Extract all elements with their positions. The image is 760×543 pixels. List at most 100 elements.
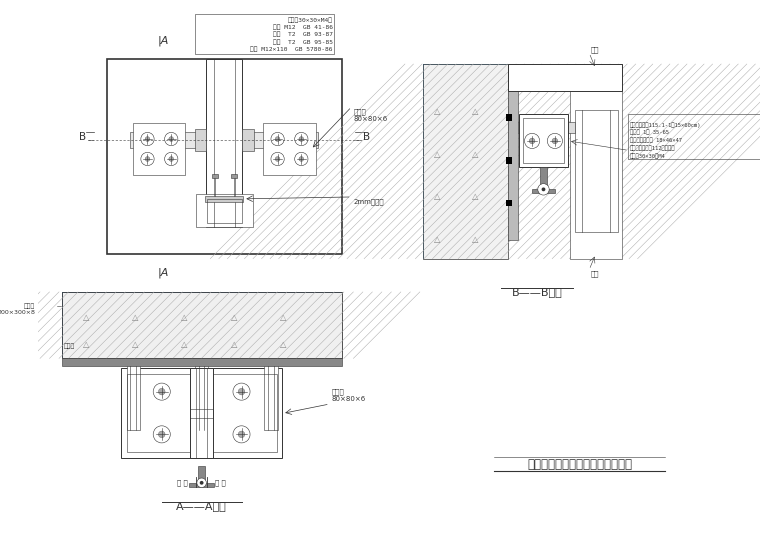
Bar	[195, 129, 207, 151]
Bar	[423, 64, 508, 258]
Text: △: △	[472, 150, 478, 159]
Text: △: △	[83, 339, 89, 349]
Circle shape	[271, 153, 284, 166]
Bar	[127, 366, 140, 430]
Text: △: △	[182, 339, 188, 349]
Text: 连接板
80×80×6: 连接板 80×80×6	[353, 109, 388, 122]
Bar	[264, 123, 315, 175]
Bar	[505, 157, 512, 164]
Bar	[231, 174, 237, 178]
Bar	[196, 194, 253, 228]
Circle shape	[154, 426, 170, 443]
Text: △: △	[230, 339, 237, 349]
Bar	[207, 199, 242, 223]
Text: △: △	[280, 339, 287, 349]
Text: △: △	[434, 192, 440, 201]
Circle shape	[154, 383, 170, 400]
Text: △: △	[472, 235, 478, 244]
Circle shape	[233, 383, 250, 400]
Circle shape	[158, 431, 165, 438]
Text: △: △	[472, 192, 478, 201]
Circle shape	[529, 138, 535, 144]
Text: △: △	[132, 313, 138, 322]
Circle shape	[165, 153, 178, 166]
Bar	[264, 366, 277, 430]
Text: B: B	[363, 132, 370, 142]
Text: 连接板
80×80×6: 连接板 80×80×6	[331, 388, 366, 402]
Circle shape	[141, 132, 154, 146]
Text: △: △	[434, 150, 440, 159]
Text: 东 北: 东 北	[177, 479, 188, 487]
Circle shape	[165, 132, 178, 146]
Circle shape	[197, 478, 207, 488]
Circle shape	[233, 426, 250, 443]
Bar	[195, 14, 334, 54]
Text: △: △	[132, 339, 138, 349]
Text: 玻璃板
200×300×8: 玻璃板 200×300×8	[0, 303, 36, 315]
Circle shape	[542, 187, 546, 191]
Bar	[505, 115, 512, 121]
Circle shape	[524, 134, 540, 149]
Circle shape	[295, 132, 308, 146]
Bar	[62, 358, 342, 366]
Bar	[518, 122, 575, 134]
Text: |A: |A	[158, 267, 169, 277]
Text: 2mm厚垫板: 2mm厚垫板	[353, 199, 385, 205]
Text: 螺栓 M12  GB 41-86: 螺栓 M12 GB 41-86	[273, 24, 333, 30]
Circle shape	[299, 137, 304, 141]
Text: B——B剑面: B——B剑面	[511, 287, 562, 297]
Bar	[131, 132, 207, 148]
Bar	[106, 59, 342, 254]
Bar	[532, 190, 555, 193]
Bar	[508, 64, 518, 239]
Text: 玻璃板: 玻璃板	[64, 343, 75, 349]
Text: △: △	[230, 313, 237, 322]
Text: △: △	[83, 313, 89, 322]
Circle shape	[538, 184, 549, 195]
Text: |A: |A	[158, 35, 169, 46]
Circle shape	[552, 138, 558, 144]
Bar	[423, 64, 508, 258]
Bar	[628, 115, 760, 159]
Bar	[62, 292, 342, 358]
Text: 外墙: 外墙	[591, 271, 600, 277]
Circle shape	[200, 481, 204, 485]
Text: 主体钢板预埋件 18×46×47: 主体钢板预埋件 18×46×47	[630, 137, 682, 143]
Circle shape	[238, 388, 245, 395]
Bar	[505, 200, 512, 206]
Circle shape	[145, 156, 150, 161]
Text: 外墙: 外墙	[591, 47, 600, 53]
Circle shape	[169, 156, 173, 161]
Circle shape	[275, 137, 280, 141]
Text: 钢片（30×30）M4: 钢片（30×30）M4	[630, 153, 666, 159]
Bar	[133, 123, 185, 175]
Circle shape	[158, 388, 165, 395]
Text: A——A剑面: A——A剑面	[176, 501, 227, 511]
Bar	[195, 366, 208, 430]
Circle shape	[169, 137, 173, 141]
Bar	[575, 110, 618, 232]
Text: 垫圈  T2  GB 93-87: 垫圈 T2 GB 93-87	[273, 32, 333, 37]
Text: △: △	[434, 235, 440, 244]
Circle shape	[238, 431, 245, 438]
Bar	[205, 196, 243, 201]
Text: △: △	[280, 313, 287, 322]
Bar	[242, 132, 318, 148]
Bar	[198, 466, 205, 480]
Bar	[127, 374, 277, 452]
Text: B: B	[78, 132, 86, 142]
Bar	[242, 129, 254, 151]
Circle shape	[299, 156, 304, 161]
Bar	[212, 174, 218, 178]
Text: △: △	[434, 107, 440, 116]
Text: 东 墙: 东 墙	[215, 479, 226, 487]
Bar	[570, 64, 622, 258]
Bar	[207, 59, 242, 228]
Bar	[121, 368, 282, 458]
Text: 螺母  T2  GB 95-85: 螺母 T2 GB 95-85	[273, 39, 333, 45]
Circle shape	[141, 153, 154, 166]
Text: △: △	[182, 313, 188, 322]
Bar	[189, 483, 214, 487]
Bar	[62, 292, 342, 358]
Circle shape	[275, 156, 280, 161]
